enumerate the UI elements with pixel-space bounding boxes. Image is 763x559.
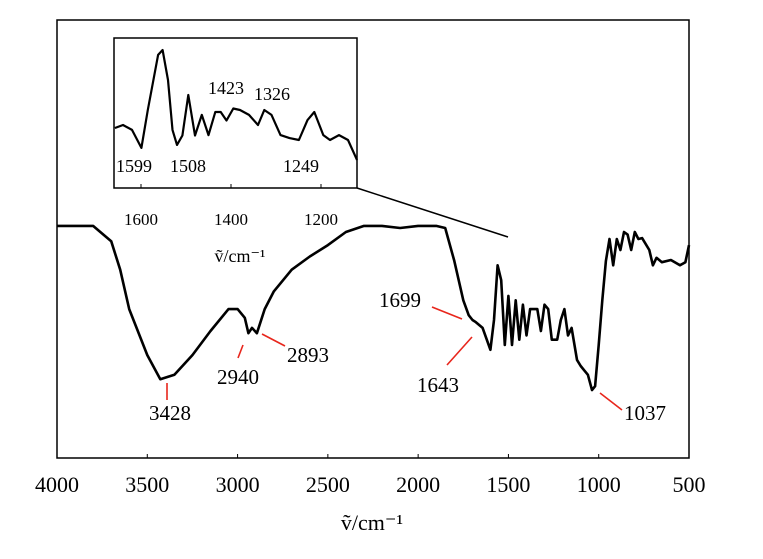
x-tick-label: 1400: [214, 210, 248, 229]
annotation-leader: [261, 333, 286, 347]
peak-label: 1249: [283, 156, 319, 176]
x-tick-label: 2500: [306, 472, 350, 497]
plot-frame: [56, 19, 690, 459]
peak-label: 1037: [624, 401, 666, 425]
x-tick-label: 4000: [35, 472, 79, 497]
peak-label: 2893: [287, 343, 329, 367]
spectrum-line: [114, 48, 359, 161]
x-tick-label: 500: [673, 472, 706, 497]
annotation-leader: [599, 392, 623, 411]
peak-label: 1699: [379, 288, 421, 312]
x-tick-label: 2000: [396, 472, 440, 497]
peak-label: 1643: [417, 373, 459, 397]
annotation-leader: [446, 336, 473, 366]
x-tick-label: 3000: [216, 472, 260, 497]
peak-label: 1423: [208, 78, 244, 98]
x-tick-label: 1000: [577, 472, 621, 497]
x-tick-label: 1200: [304, 210, 338, 229]
inset-frame: [113, 37, 358, 189]
annotation-leader: [431, 306, 463, 320]
inset-connector: [356, 187, 509, 238]
annotation-leader: [237, 344, 244, 359]
peak-label: 1326: [254, 84, 290, 104]
peak-label: 1508: [170, 156, 206, 176]
x-tick-label: 1500: [486, 472, 530, 497]
peak-label: 1599: [116, 156, 152, 176]
x-tick-label: 3500: [125, 472, 169, 497]
x-tick-label: 1600: [124, 210, 158, 229]
x-axis-label: ṽ/cm⁻¹: [341, 510, 403, 535]
peak-label: 2940: [217, 365, 259, 389]
peak-label: 3428: [149, 401, 191, 425]
spectrum-line: [57, 224, 691, 392]
inset-x-axis-label: ṽ/cm⁻¹: [215, 246, 266, 266]
